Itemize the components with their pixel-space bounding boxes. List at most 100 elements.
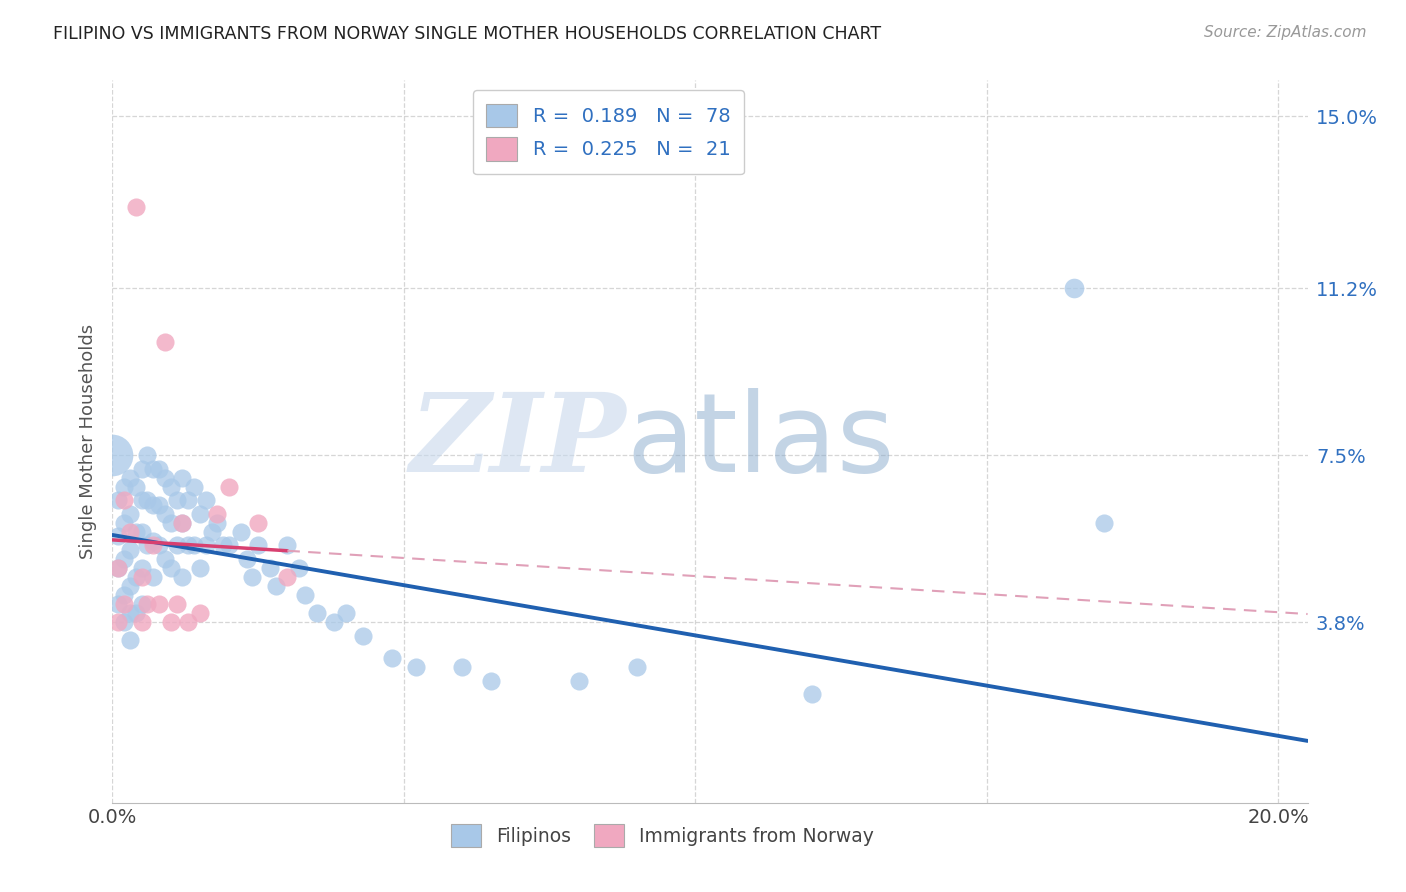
Point <box>107 493 129 508</box>
Text: FILIPINO VS IMMIGRANTS FROM NORWAY SINGLE MOTHER HOUSEHOLDS CORRELATION CHART: FILIPINO VS IMMIGRANTS FROM NORWAY SINGL… <box>53 25 882 43</box>
Point <box>218 538 240 552</box>
Point <box>172 470 194 484</box>
Point <box>125 480 148 494</box>
Point <box>305 606 328 620</box>
Point <box>172 570 194 584</box>
Point <box>235 552 257 566</box>
Point <box>247 538 270 552</box>
Y-axis label: Single Mother Households: Single Mother Households <box>79 324 97 559</box>
Point <box>229 524 252 539</box>
Point <box>112 552 135 566</box>
Point <box>118 507 141 521</box>
Point <box>118 524 141 539</box>
Point <box>212 538 235 552</box>
Point <box>125 200 148 214</box>
Point <box>1063 281 1085 295</box>
Point <box>247 516 270 530</box>
Point <box>166 493 188 508</box>
Point <box>112 615 135 630</box>
Point <box>218 480 240 494</box>
Point <box>153 470 176 484</box>
Point <box>626 660 648 674</box>
Legend: Filipinos, Immigrants from Norway: Filipinos, Immigrants from Norway <box>443 817 882 855</box>
Point <box>207 507 229 521</box>
Point <box>166 538 188 552</box>
Point <box>172 516 194 530</box>
Point <box>118 579 141 593</box>
Point <box>405 660 427 674</box>
Text: atlas: atlas <box>627 388 894 495</box>
Point <box>177 615 200 630</box>
Point <box>172 516 194 530</box>
Point <box>107 561 129 575</box>
Point <box>159 516 181 530</box>
Point <box>142 461 165 475</box>
Point <box>801 687 824 701</box>
Point <box>131 615 153 630</box>
Point <box>148 498 170 512</box>
Point <box>177 538 200 552</box>
Point <box>118 542 141 557</box>
Point <box>159 561 181 575</box>
Point <box>294 588 316 602</box>
Point <box>136 448 159 462</box>
Point <box>112 493 135 508</box>
Point <box>131 493 153 508</box>
Point <box>131 524 153 539</box>
Point <box>142 538 165 552</box>
Text: ZIP: ZIP <box>409 388 627 495</box>
Point <box>153 507 176 521</box>
Point <box>264 579 287 593</box>
Point <box>125 570 148 584</box>
Point <box>177 493 200 508</box>
Point <box>136 597 159 611</box>
Point <box>148 461 170 475</box>
Point <box>112 480 135 494</box>
Point <box>142 498 165 512</box>
Point <box>118 470 141 484</box>
Point <box>188 606 211 620</box>
Point <box>136 538 159 552</box>
Point <box>166 597 188 611</box>
Point <box>142 570 165 584</box>
Point <box>242 570 264 584</box>
Point <box>207 516 229 530</box>
Point <box>481 673 503 688</box>
Point <box>136 493 159 508</box>
Point <box>112 597 135 611</box>
Point <box>131 597 153 611</box>
Point <box>118 606 141 620</box>
Point <box>148 597 170 611</box>
Point <box>153 335 176 350</box>
Point <box>183 538 205 552</box>
Point <box>125 524 148 539</box>
Point <box>107 561 129 575</box>
Point <box>259 561 281 575</box>
Point <box>148 538 170 552</box>
Point <box>118 633 141 648</box>
Point <box>153 552 176 566</box>
Point <box>101 448 124 462</box>
Point <box>288 561 311 575</box>
Point <box>159 480 181 494</box>
Point <box>112 588 135 602</box>
Point <box>568 673 591 688</box>
Point <box>194 538 217 552</box>
Point <box>125 606 148 620</box>
Point <box>131 570 153 584</box>
Point <box>188 561 211 575</box>
Point <box>335 606 357 620</box>
Text: Source: ZipAtlas.com: Source: ZipAtlas.com <box>1204 25 1367 40</box>
Point <box>276 538 298 552</box>
Point <box>352 629 374 643</box>
Point <box>194 493 217 508</box>
Point <box>107 597 129 611</box>
Point <box>131 461 153 475</box>
Point <box>159 615 181 630</box>
Point <box>188 507 211 521</box>
Point <box>200 524 222 539</box>
Point <box>107 529 129 543</box>
Point <box>112 516 135 530</box>
Point <box>131 561 153 575</box>
Point <box>142 533 165 548</box>
